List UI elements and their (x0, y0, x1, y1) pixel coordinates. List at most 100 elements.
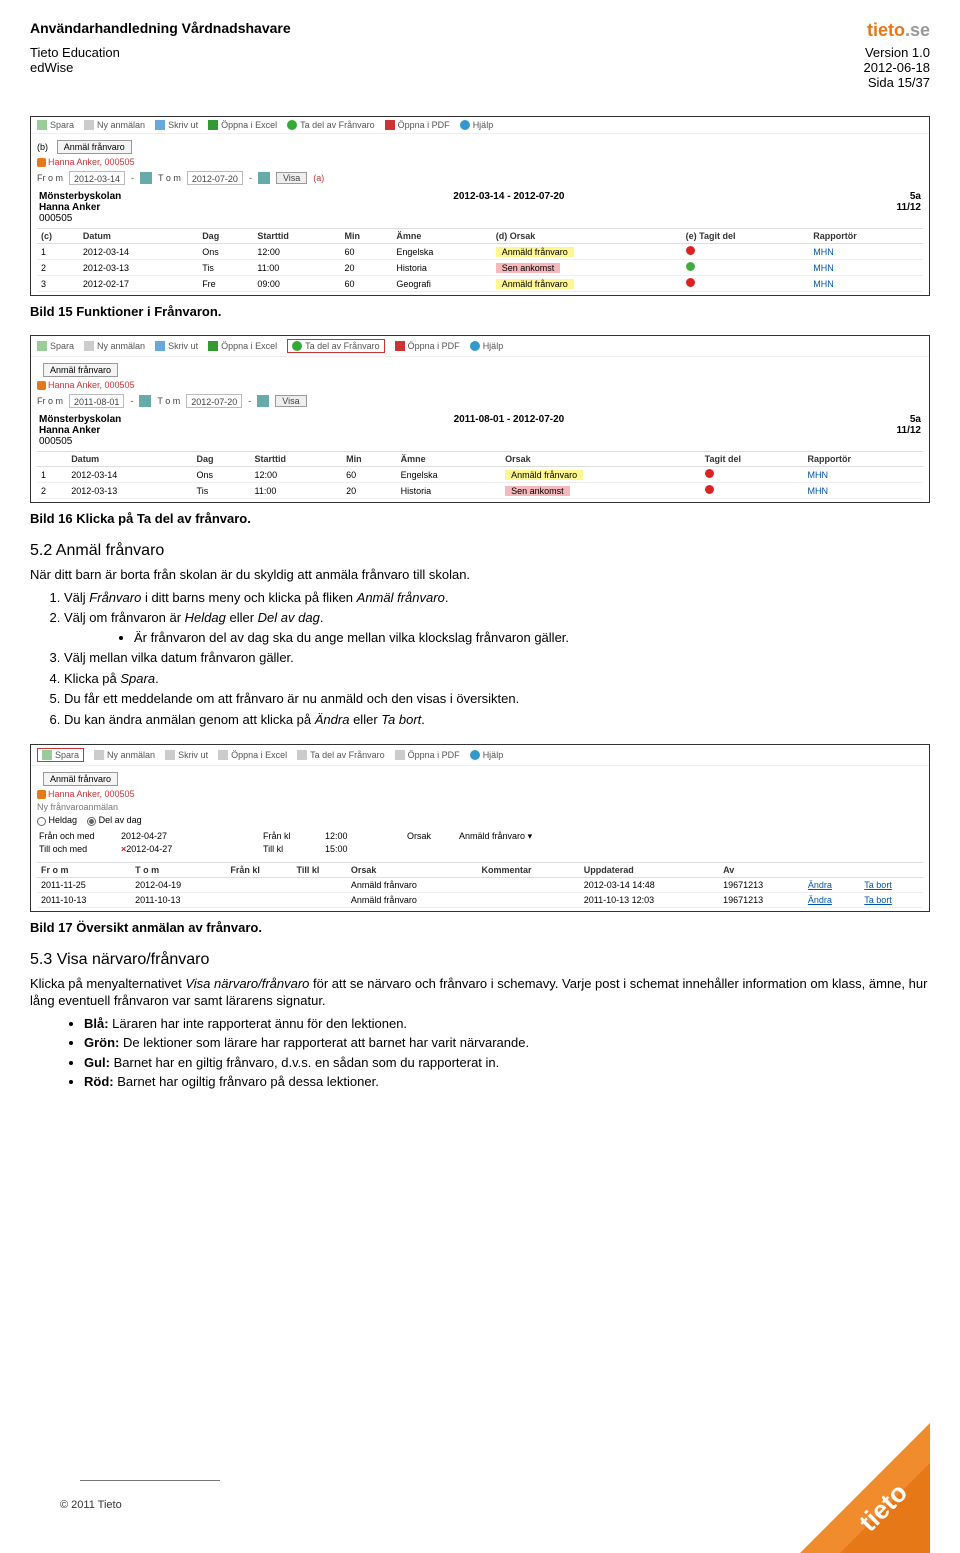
ta-del-button[interactable]: Ta del av Frånvaro (287, 120, 375, 130)
chevron-down-icon: ▾ (528, 831, 533, 841)
orsak-select[interactable]: Anmäld frånvaro (459, 831, 525, 841)
to-label: T o m (157, 396, 180, 406)
to-date-input[interactable]: 2012-04-27 (126, 844, 172, 854)
breadcrumb: Hanna Anker, 000505 (37, 380, 923, 390)
status-dot-icon (705, 469, 714, 478)
spara-button[interactable]: Spara (37, 120, 74, 130)
status-dot-icon (686, 262, 695, 271)
oppna-excel-button[interactable]: Öppna i Excel (208, 341, 277, 351)
ny-anmalan-button[interactable]: Ny anmälan (94, 750, 155, 760)
ta-del-button[interactable]: Ta del av Frånvaro (297, 750, 385, 760)
reporter-link[interactable]: MHN (808, 470, 829, 480)
col-orsak: Orsak (501, 452, 701, 467)
student-code: 000505 (39, 213, 121, 224)
frankl-label: Från kl (263, 831, 323, 842)
table-row: 2011-10-132011-10-13Anmäld frånvaro2011-… (37, 892, 923, 907)
list-item: Välj om frånvaron är Heldag eller Del av… (64, 608, 930, 647)
col-frankl: Från kl (226, 862, 292, 877)
col-amne: Ämne (397, 452, 501, 467)
skriv-ut-button[interactable]: Skriv ut (165, 750, 208, 760)
calendar-icon[interactable] (258, 172, 270, 184)
col-from: Fr o m (37, 862, 131, 877)
reporter-link[interactable]: MHN (808, 486, 829, 496)
list-item: Välj Frånvaro i ditt barns meny och klic… (64, 588, 930, 608)
to-label: Till och med (39, 844, 119, 854)
reporter-link[interactable]: MHN (813, 263, 834, 273)
hjalp-button[interactable]: Hjälp (460, 120, 494, 130)
marker-b: (b) (37, 142, 48, 152)
to-date-input[interactable]: 2012-07-20 (186, 394, 242, 408)
andra-link[interactable]: Ändra (808, 895, 832, 905)
from-label: Fr o m (37, 173, 63, 183)
hjalp-button[interactable]: Hjälp (470, 341, 504, 351)
col-rapp: Rapportör (804, 452, 924, 467)
to-label: T o m (158, 173, 181, 183)
doc-title: Användarhandledning Vårdnadshavare (30, 20, 291, 41)
caption-3: Bild 17 Översikt anmälan av frånvaro. (30, 920, 930, 935)
oppna-pdf-button[interactable]: Öppna i PDF (395, 750, 460, 760)
oppna-excel-button[interactable]: Öppna i Excel (208, 120, 277, 130)
status-dot-icon (686, 278, 695, 287)
col-amne: Ämne (392, 229, 491, 244)
class-label: 5a (897, 191, 921, 202)
reporter-link[interactable]: MHN (813, 279, 834, 289)
col-start: Starttid (253, 229, 340, 244)
col-uppdaterad: Uppdaterad (580, 862, 719, 877)
delavdag-radio[interactable] (87, 817, 96, 826)
to-date-input[interactable]: 2012-07-20 (187, 171, 243, 185)
skriv-ut-button[interactable]: Skriv ut (155, 341, 198, 351)
col-datum: Datum (67, 452, 192, 467)
toolbar: Spara Ny anmälan Skriv ut Öppna i Excel … (31, 117, 929, 134)
col-rapp: Rapportör (809, 229, 923, 244)
hjalp-button[interactable]: Hjälp (470, 750, 504, 760)
date-text: 2012-06-18 (864, 60, 931, 75)
calendar-icon[interactable] (140, 172, 152, 184)
table-row: 32012-02-17Fre09:0060GeografiAnmäld från… (37, 276, 923, 292)
oppna-pdf-button[interactable]: Öppna i PDF (395, 341, 460, 351)
ny-anmalan-button[interactable]: Ny anmälan (84, 341, 145, 351)
visa-button[interactable]: Visa (275, 395, 306, 407)
marker-e: (e) (686, 231, 697, 241)
calendar-icon[interactable] (139, 395, 151, 407)
logo-suffix: .se (905, 20, 930, 40)
andra-link[interactable]: Ändra (808, 880, 832, 890)
from-label: Från och med (39, 831, 119, 842)
heldag-radio[interactable] (37, 817, 46, 826)
tabort-link[interactable]: Ta bort (864, 895, 892, 905)
brand-logo: tieto.se (867, 20, 930, 41)
toolbar: Spara Ny anmälan Skriv ut Öppna i Excel … (31, 336, 929, 357)
list-item: Är frånvaron del av dag ska du ange mell… (134, 628, 930, 648)
calendar-icon[interactable] (257, 395, 269, 407)
visa-button[interactable]: Visa (276, 172, 307, 184)
absence-table: (c) Datum Dag Starttid Min Ämne (d) Orsa… (37, 228, 923, 292)
caption-1: Bild 15 Funktioner i Frånvaron. (30, 304, 930, 319)
tieto-corner-logo: tieto (800, 1423, 930, 1553)
oppna-excel-button[interactable]: Öppna i Excel (218, 750, 287, 760)
org-line1: Tieto Education (30, 45, 120, 60)
from-date-input[interactable]: 2012-04-27 (121, 831, 167, 841)
tillkl-input[interactable]: 15:00 (325, 844, 348, 854)
tabort-link[interactable]: Ta bort (864, 880, 892, 890)
from-date-input[interactable]: 2011-08-01 (69, 394, 124, 408)
skriv-ut-button[interactable]: Skriv ut (155, 120, 198, 130)
screenshot-1: Spara Ny anmälan Skriv ut Öppna i Excel … (30, 116, 930, 296)
section-52-intro: När ditt barn är borta från skolan är du… (30, 566, 930, 584)
col-start: Starttid (251, 452, 343, 467)
ta-del-button[interactable]: Ta del av Frånvaro (287, 339, 385, 353)
spara-button[interactable]: Spara (37, 341, 74, 351)
reporter-link[interactable]: MHN (813, 247, 834, 257)
from-date-input[interactable]: 2012-03-14 (69, 171, 125, 185)
col-datum: Datum (79, 229, 198, 244)
list-item: Klicka på Spara. (64, 669, 930, 689)
time-entry-table: Från och med 2012-04-27 Från kl 12:00 Or… (37, 829, 923, 856)
from-label: Fr o m (37, 396, 63, 406)
spara-button[interactable]: Spara (37, 748, 84, 762)
list-item: Grön: De lektioner som lärare har rappor… (84, 1033, 930, 1053)
anmal-franvaro-button[interactable]: Anmäl frånvaro (43, 363, 118, 377)
anmal-franvaro-button[interactable]: Anmäl frånvaro (57, 140, 132, 154)
anmal-franvaro-button[interactable]: Anmäl frånvaro (43, 772, 118, 786)
oppna-pdf-button[interactable]: Öppna i PDF (385, 120, 450, 130)
frankl-input[interactable]: 12:00 (325, 831, 348, 841)
ny-anmalan-button[interactable]: Ny anmälan (84, 120, 145, 130)
list-item: Du får ett meddelande om att frånvaro är… (64, 689, 930, 709)
